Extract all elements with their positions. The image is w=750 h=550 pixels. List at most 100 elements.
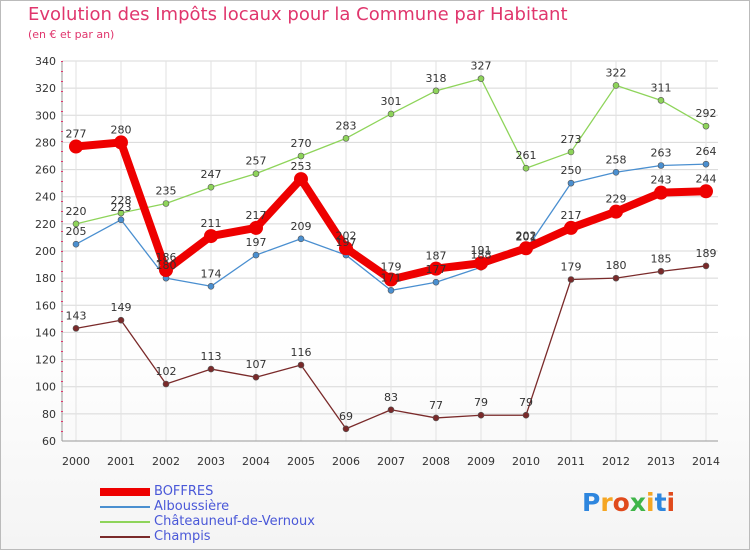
- data-label: 187: [426, 250, 447, 263]
- data-label: 247: [201, 168, 222, 181]
- data-point: [612, 168, 620, 176]
- data-label: 273: [561, 133, 582, 146]
- data-label: 188: [471, 248, 492, 261]
- data-label: 177: [426, 263, 447, 276]
- y-tick-label: 280: [35, 136, 56, 149]
- data-label: 149: [111, 301, 132, 314]
- data-point: [207, 183, 215, 191]
- data-point: [657, 162, 665, 169]
- data-point: [297, 152, 305, 160]
- data-point: [69, 139, 83, 154]
- x-tick-label: 2011: [557, 455, 585, 468]
- data-label: 179: [381, 261, 402, 274]
- data-point: [117, 209, 125, 217]
- data-label: 217: [561, 209, 582, 222]
- y-tick-label: 80: [42, 408, 56, 421]
- legend: BOFFRES Alboussière Châteauneuf-de-Verno…: [100, 484, 315, 544]
- data-point: [432, 278, 440, 286]
- data-label: 211: [201, 217, 222, 230]
- data-point: [204, 229, 218, 244]
- legend-item-champis: Champis: [100, 529, 315, 544]
- data-label: 277: [66, 128, 87, 141]
- data-label: 263: [651, 147, 672, 160]
- data-point: [657, 268, 665, 275]
- data-point: [612, 82, 620, 89]
- data-point: [342, 425, 350, 433]
- data-label: 322: [606, 66, 627, 79]
- y-tick-label: 300: [35, 109, 56, 122]
- data-point: [702, 122, 710, 130]
- data-point: [702, 160, 710, 168]
- y-tick-label: 60: [42, 435, 56, 448]
- x-tick-label: 2003: [197, 455, 225, 468]
- data-point: [612, 274, 620, 282]
- data-label: 243: [651, 174, 672, 187]
- data-label: 77: [429, 399, 443, 412]
- data-point: [654, 185, 668, 200]
- data-label: 202: [516, 229, 537, 242]
- data-point: [564, 220, 578, 235]
- data-label: 258: [606, 153, 627, 166]
- data-label: 185: [651, 252, 672, 265]
- data-point: [252, 251, 260, 259]
- data-label: 209: [291, 220, 312, 233]
- data-label: 79: [474, 396, 488, 409]
- data-label: 189: [696, 247, 717, 260]
- y-tick-label: 260: [35, 164, 56, 177]
- logo-letter: o: [612, 488, 630, 517]
- legend-item-chateauneuf: Châteauneuf-de-Vernoux: [100, 514, 315, 529]
- data-label: 250: [561, 164, 582, 177]
- x-tick-label: 2006: [332, 455, 360, 468]
- data-point: [522, 164, 530, 172]
- data-point: [567, 179, 575, 187]
- x-tick-label: 2004: [242, 455, 270, 468]
- data-label: 201: [516, 231, 537, 244]
- data-point: [477, 411, 485, 419]
- data-label: 180: [156, 259, 177, 272]
- x-tick-label: 2014: [692, 455, 720, 468]
- data-point: [114, 135, 128, 150]
- data-point: [384, 272, 398, 287]
- data-point: [432, 87, 440, 95]
- data-point: [474, 256, 488, 271]
- data-point: [699, 184, 713, 199]
- x-tick-label: 2001: [107, 455, 135, 468]
- legend-item-alboussiere: Alboussière: [100, 499, 315, 514]
- data-label: 223: [111, 201, 132, 214]
- data-point: [117, 216, 125, 224]
- x-tick-label: 2009: [467, 455, 495, 468]
- legend-item-boffres: BOFFRES: [100, 484, 315, 499]
- data-label: 83: [384, 391, 398, 404]
- data-label: 270: [291, 137, 312, 150]
- data-label: 264: [696, 145, 717, 158]
- data-label: 197: [246, 236, 267, 249]
- logo-letter: r: [600, 488, 613, 517]
- legend-label: Champis: [154, 529, 211, 544]
- x-tick-label: 2005: [287, 455, 315, 468]
- data-label: 327: [471, 60, 492, 73]
- y-tick-label: 180: [35, 272, 56, 285]
- data-label: 191: [471, 244, 492, 257]
- data-point: [519, 241, 533, 256]
- data-label: 217: [246, 209, 267, 222]
- y-tick-label: 140: [35, 326, 56, 339]
- data-point: [72, 240, 80, 248]
- x-tick-label: 2013: [647, 455, 675, 468]
- x-tick-label: 2008: [422, 455, 450, 468]
- y-tick-label: 320: [35, 82, 56, 95]
- data-label: 179: [561, 261, 582, 274]
- y-tick-label: 340: [35, 55, 56, 68]
- data-label: 180: [606, 259, 627, 272]
- y-tick-label: 100: [35, 381, 56, 394]
- data-point: [387, 287, 395, 294]
- x-tick-label: 2007: [377, 455, 405, 468]
- data-point: [207, 282, 215, 290]
- data-label: 301: [381, 95, 402, 108]
- data-point: [117, 316, 125, 324]
- legend-label: Alboussière: [154, 499, 230, 514]
- logo-letter: x: [629, 488, 646, 517]
- data-label: 280: [111, 123, 132, 136]
- data-label: 174: [201, 267, 222, 280]
- data-label: 253: [291, 160, 312, 173]
